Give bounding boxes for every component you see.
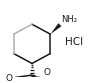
Polygon shape xyxy=(50,23,62,34)
Text: NH₂: NH₂ xyxy=(61,15,77,24)
Text: HCl: HCl xyxy=(65,37,83,47)
Text: O: O xyxy=(43,68,50,77)
Text: O: O xyxy=(6,74,13,83)
